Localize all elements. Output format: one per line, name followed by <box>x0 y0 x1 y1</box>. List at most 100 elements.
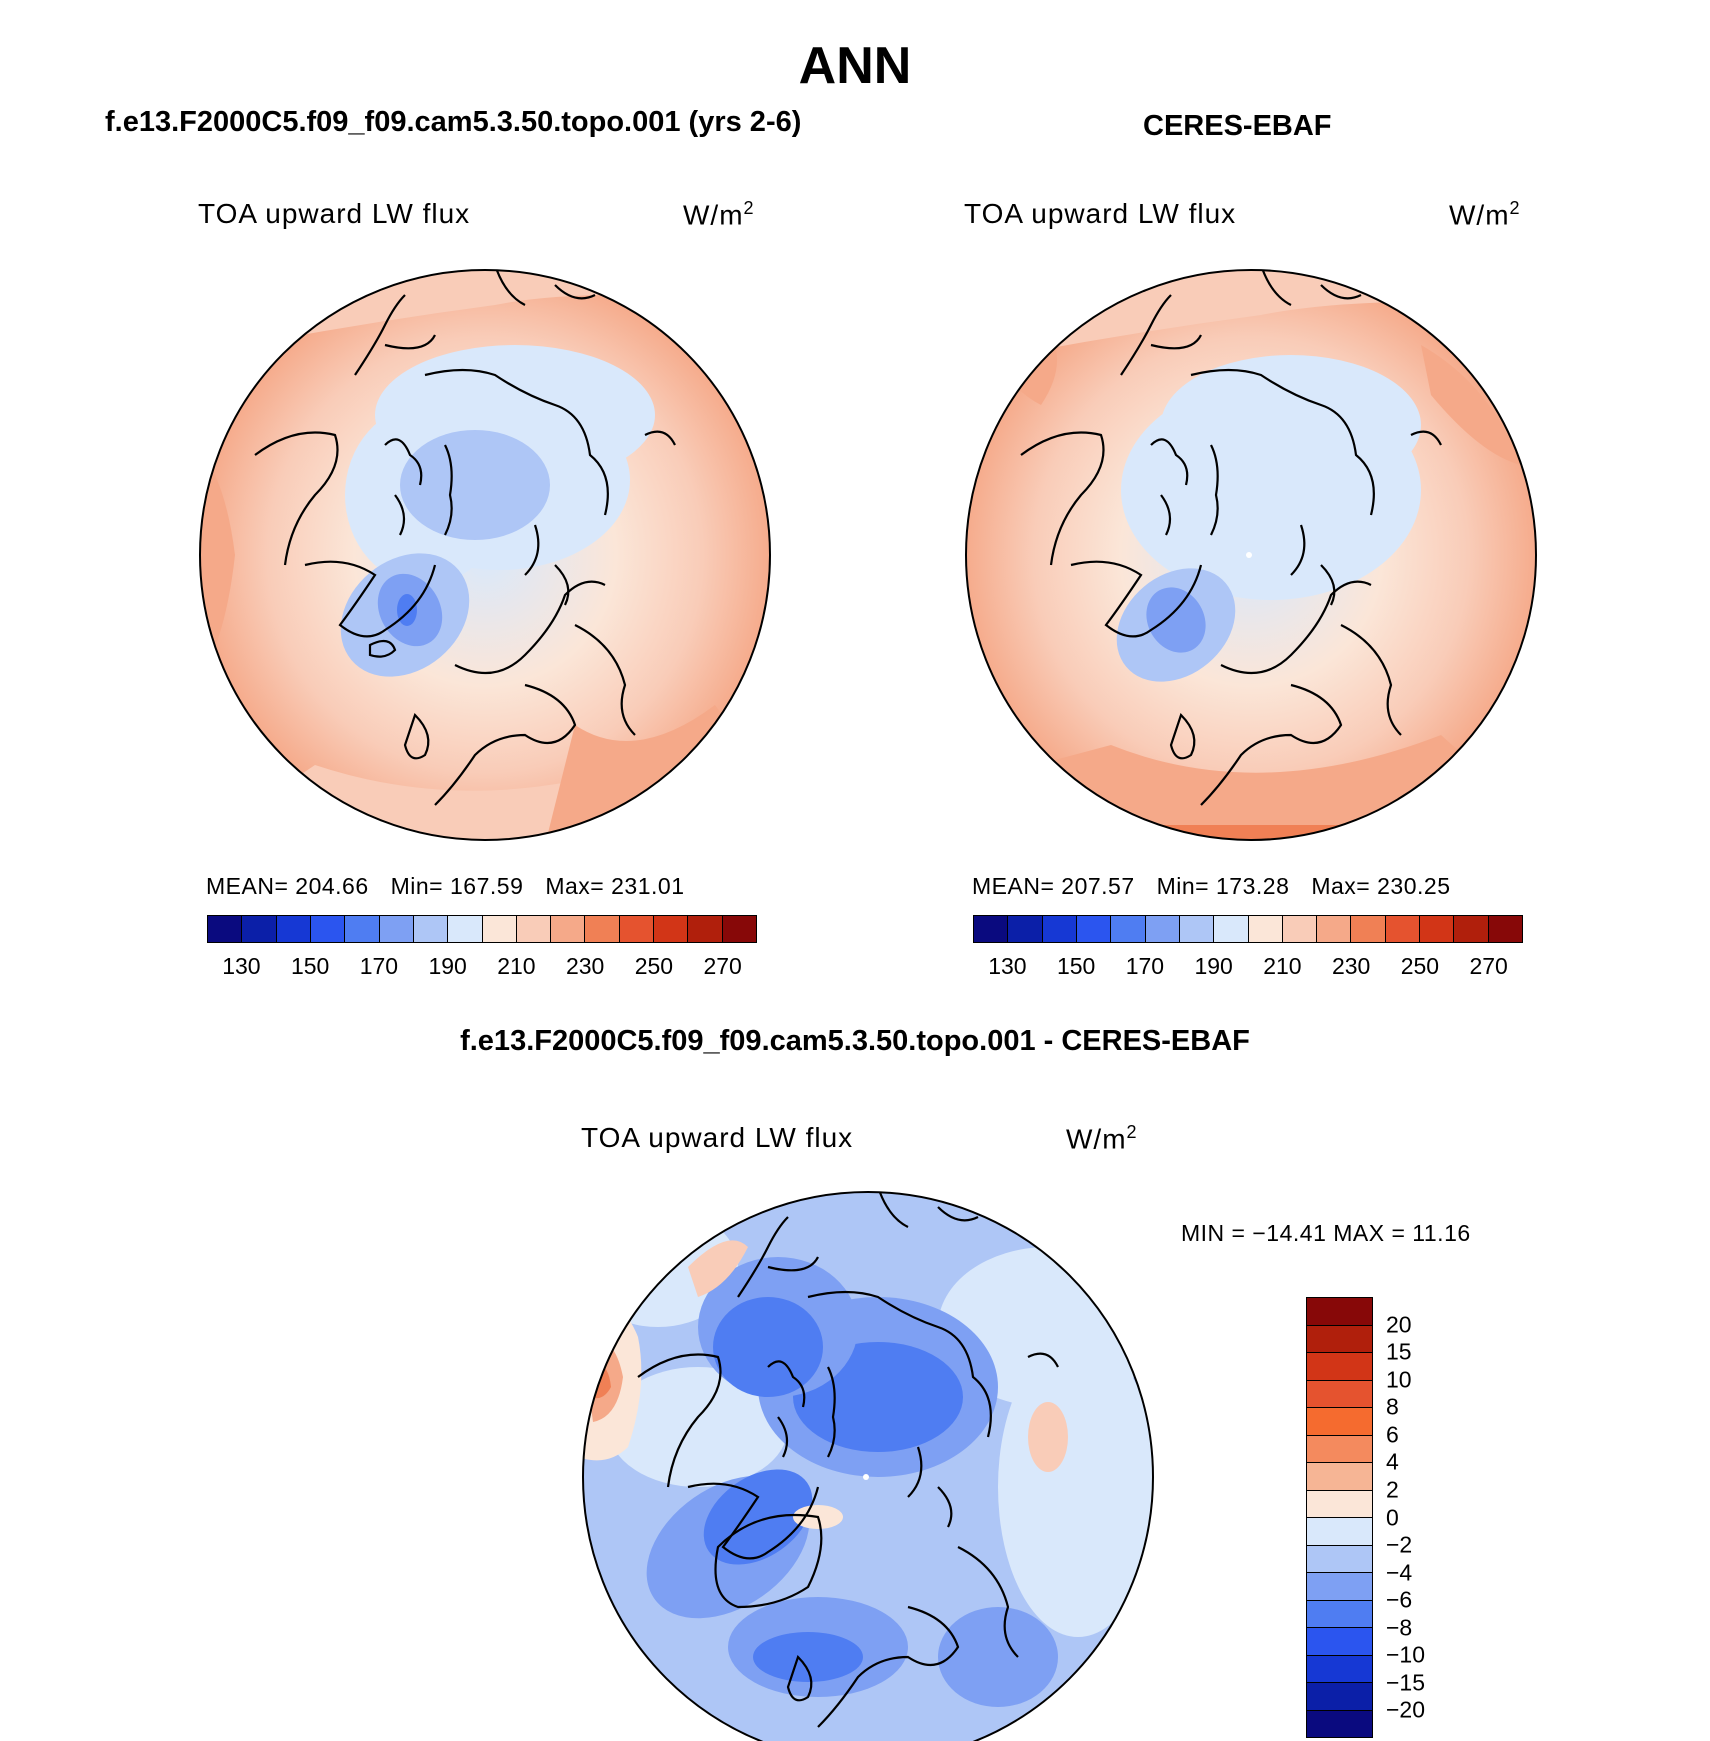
model-panel-title: f.e13.F2000C5.f09_f09.cam5.3.50.topo.001… <box>105 106 802 138</box>
colorbar-swatch <box>585 916 620 942</box>
diff-variable-label: TOA upward LW flux <box>581 1122 854 1153</box>
colorbar-swatch <box>1307 1408 1372 1436</box>
colorbar-swatch <box>310 916 346 942</box>
colorbar-swatch <box>242 916 277 942</box>
colorbar-swatch <box>1385 916 1421 942</box>
colorbar-swatch <box>1307 1573 1372 1601</box>
colorbar-swatch <box>1307 1298 1372 1326</box>
colorbar-swatch <box>974 916 1009 942</box>
colorbar-swatch <box>1307 1463 1372 1491</box>
model-mean: MEAN= 204.66 <box>206 873 369 899</box>
colorbar-tick-label: 270 <box>1469 953 1508 979</box>
colorbar-tick-label: 210 <box>1263 953 1302 979</box>
colorbar-tick-label: 230 <box>1331 953 1371 979</box>
colorbar-swatch <box>1351 916 1386 942</box>
colorbar-swatch <box>1307 1628 1372 1656</box>
colorbar-tick-label: 8 <box>1386 1393 1399 1420</box>
colorbar-swatch <box>1307 1353 1372 1381</box>
colorbar-swatch <box>1307 1490 1372 1518</box>
obs-panel-title: CERES-EBAF <box>1143 110 1332 142</box>
colorbar-tick-label: 190 <box>428 953 467 979</box>
colorbar-tick-label: 130 <box>988 953 1027 979</box>
colorbar-swatch <box>1008 916 1043 942</box>
diff-colorbar-labels: 20 15 10 8 6 4 2 0 −2 −4 −6 −8 −10 −15 −20 <box>1386 1297 1466 1738</box>
colorbar-swatch <box>482 916 517 942</box>
colorbar-swatch <box>1076 916 1112 942</box>
colorbar-swatch <box>688 916 723 942</box>
colorbar-tick-label: 2 <box>1386 1476 1399 1503</box>
colorbar-swatch <box>379 916 414 942</box>
colorbar-swatch <box>1307 1380 1372 1408</box>
colorbar-tick-label: 20 <box>1386 1311 1412 1338</box>
colorbar-swatch <box>1042 916 1077 942</box>
diff-polar-map <box>582 1191 1154 1741</box>
colorbar-tick-label: −15 <box>1386 1669 1426 1696</box>
colorbar-swatch <box>413 916 449 942</box>
colorbar-tick-label: 250 <box>1400 953 1440 979</box>
colorbar-swatch <box>1179 916 1215 942</box>
obs-polar-map <box>965 269 1537 841</box>
model-min: Min= 167.59 <box>390 873 524 899</box>
obs-variable-label: TOA upward LW flux <box>964 198 1237 229</box>
diff-minmax: MIN = −14.41 MAX = 11.16 <box>1181 1220 1471 1246</box>
colorbar-swatch <box>208 916 243 942</box>
colorbar-tick-label: 15 <box>1386 1338 1412 1365</box>
obs-min: Min= 173.28 <box>1156 873 1290 899</box>
colorbar-swatch <box>1145 916 1180 942</box>
diff-panel-title: f.e13.F2000C5.f09_f09.cam5.3.50.topo.001… <box>460 1025 1250 1057</box>
colorbar-swatch <box>1248 916 1283 942</box>
colorbar-tick-label: −8 <box>1386 1614 1413 1641</box>
colorbar-swatch <box>1307 1683 1372 1711</box>
colorbar-swatch <box>516 916 552 942</box>
colorbar-swatch <box>654 916 689 942</box>
colorbar-tick-label: 0 <box>1386 1504 1399 1530</box>
colorbar-swatch <box>1307 1518 1372 1546</box>
colorbar-tick-label: 210 <box>497 953 536 979</box>
model-units-label: W/m2 <box>683 198 755 231</box>
obs-colorbar-labels: 130 150 170 190 210 230 250 270 <box>973 953 1523 981</box>
obs-stats: MEAN= 207.57 Min= 173.28 Max= 230.25 <box>972 873 1450 900</box>
colorbar-tick-label: 170 <box>1125 953 1165 979</box>
colorbar-tick-label: −4 <box>1386 1559 1413 1586</box>
colorbar-tick-label: 190 <box>1194 953 1233 979</box>
colorbar-tick-label: 230 <box>565 953 605 979</box>
obs-max: Max= 230.25 <box>1311 873 1451 899</box>
model-colorbar-labels: 130 150 170 190 210 230 250 270 <box>207 953 757 981</box>
colorbar-swatch <box>1420 916 1455 942</box>
diff-colorbar <box>1306 1297 1373 1738</box>
colorbar-tick-label: 170 <box>359 953 399 979</box>
colorbar-swatch <box>276 916 311 942</box>
colorbar-tick-label: 4 <box>1386 1448 1399 1475</box>
colorbar-tick-label: 130 <box>222 953 261 979</box>
model-colorbar <box>207 915 757 943</box>
obs-mean: MEAN= 207.57 <box>972 873 1135 899</box>
model-polar-map <box>199 269 771 841</box>
colorbar-tick-label: 150 <box>1056 953 1096 979</box>
obs-units-label: W/m2 <box>1449 198 1521 231</box>
colorbar-swatch <box>1307 1655 1372 1683</box>
colorbar-tick-label: 250 <box>634 953 674 979</box>
colorbar-swatch <box>1214 916 1249 942</box>
colorbar-swatch <box>1454 916 1489 942</box>
colorbar-swatch <box>1307 1710 1372 1737</box>
colorbar-tick-label: 6 <box>1386 1421 1399 1448</box>
colorbar-swatch <box>1317 916 1352 942</box>
colorbar-swatch <box>1307 1600 1372 1628</box>
colorbar-swatch <box>1282 916 1318 942</box>
colorbar-swatch <box>1307 1325 1372 1353</box>
colorbar-swatch <box>345 916 380 942</box>
colorbar-tick-label: −2 <box>1386 1531 1413 1558</box>
model-stats: MEAN= 204.66 Min= 167.59 Max= 231.01 <box>206 873 684 900</box>
colorbar-tick-label: 270 <box>703 953 742 979</box>
colorbar-swatch <box>551 916 586 942</box>
figure-title: ANN <box>798 37 912 95</box>
diff-units-label: W/m2 <box>1066 1122 1138 1155</box>
colorbar-swatch <box>1307 1435 1372 1463</box>
colorbar-tick-label: 150 <box>290 953 330 979</box>
colorbar-swatch <box>722 916 756 942</box>
colorbar-tick-label: −6 <box>1386 1586 1413 1613</box>
colorbar-tick-label: 10 <box>1386 1366 1412 1393</box>
colorbar-swatch <box>1307 1545 1372 1573</box>
colorbar-swatch <box>1111 916 1146 942</box>
colorbar-tick-label: −20 <box>1386 1696 1426 1723</box>
